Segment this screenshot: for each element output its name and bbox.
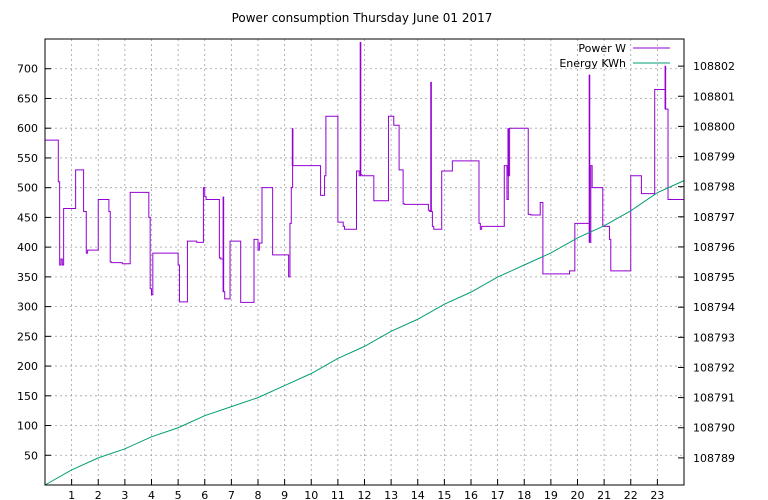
y-tick-label: 450 (17, 211, 38, 224)
x-tick-label: 16 (464, 489, 478, 500)
power-series-line (45, 89, 685, 303)
y2-tick-label: 108790 (693, 422, 735, 435)
x-tick-label: 20 (571, 489, 585, 500)
y2-tick-label: 108798 (693, 181, 735, 194)
x-tick-label: 8 (255, 489, 262, 500)
x-tick-label: 21 (597, 489, 611, 500)
y-tick-label: 500 (17, 182, 38, 195)
x-tick-label: 23 (650, 489, 664, 500)
legend: Power W Energy KWh (559, 42, 670, 70)
y-axis-right: 108789 108790 108791 108792 108793 108794 1087… (678, 60, 735, 465)
grid-lines (45, 39, 684, 485)
y2-tick-label: 108802 (693, 60, 735, 73)
y-axis-left: 50 100 150 200 250 300 350 400 450 500 550 600 650 70… (17, 63, 51, 462)
y-tick-label: 200 (17, 360, 38, 373)
y-tick-label: 700 (17, 63, 38, 76)
x-axis: 1 2 3 4 5 6 7 8 9 10 11 12 13 14 15 16 17 18 19 20 21 22 23 (68, 479, 664, 500)
y-tick-label: 650 (17, 92, 38, 105)
y2-tick-label: 108792 (693, 361, 735, 374)
x-tick-label: 9 (281, 489, 288, 500)
x-tick-label: 10 (304, 489, 318, 500)
y2-tick-label: 108800 (693, 120, 735, 133)
y2-tick-label: 108796 (693, 241, 735, 254)
x-tick-label: 17 (491, 489, 505, 500)
y-tick-label: 150 (17, 390, 38, 403)
legend-label: Power W (578, 42, 626, 55)
x-tick-label: 22 (624, 489, 638, 500)
energy-series-line (44, 180, 685, 486)
x-tick-label: 13 (384, 489, 398, 500)
y2-tick-label: 108789 (693, 452, 735, 465)
x-tick-label: 2 (95, 489, 102, 500)
y2-tick-label: 108794 (693, 301, 735, 314)
y-tick-label: 400 (17, 241, 38, 254)
y-tick-label: 600 (17, 122, 38, 135)
x-tick-label: 4 (148, 489, 155, 500)
x-tick-label: 11 (331, 489, 345, 500)
x-tick-label: 18 (517, 489, 531, 500)
chart-title: Power consumption Thursday June 01 2017 (232, 11, 493, 25)
x-tick-label: 5 (175, 489, 182, 500)
y2-tick-label: 108793 (693, 331, 735, 344)
x-tick-label: 12 (358, 489, 372, 500)
y2-tick-label: 108801 (693, 90, 735, 103)
y-tick-label: 550 (17, 152, 38, 165)
y2-tick-label: 108799 (693, 151, 735, 164)
legend-label: Energy KWh (559, 57, 626, 70)
y2-tick-label: 108795 (693, 271, 735, 284)
y-tick-label: 100 (17, 420, 38, 433)
x-tick-label: 15 (437, 489, 451, 500)
x-tick-label: 1 (68, 489, 75, 500)
y-tick-label: 250 (17, 330, 38, 343)
y2-tick-label: 108791 (693, 392, 735, 405)
y-tick-label: 300 (17, 301, 38, 314)
x-tick-label: 14 (411, 489, 425, 500)
y-tick-label: 350 (17, 271, 38, 284)
y2-tick-label: 108797 (693, 211, 735, 224)
x-tick-label: 19 (544, 489, 558, 500)
y-tick-label: 50 (24, 449, 38, 462)
x-tick-label: 7 (228, 489, 235, 500)
x-tick-label: 3 (121, 489, 128, 500)
plot-frame (44, 38, 685, 486)
x-tick-label: 6 (201, 489, 208, 500)
series-lines (44, 41, 685, 486)
